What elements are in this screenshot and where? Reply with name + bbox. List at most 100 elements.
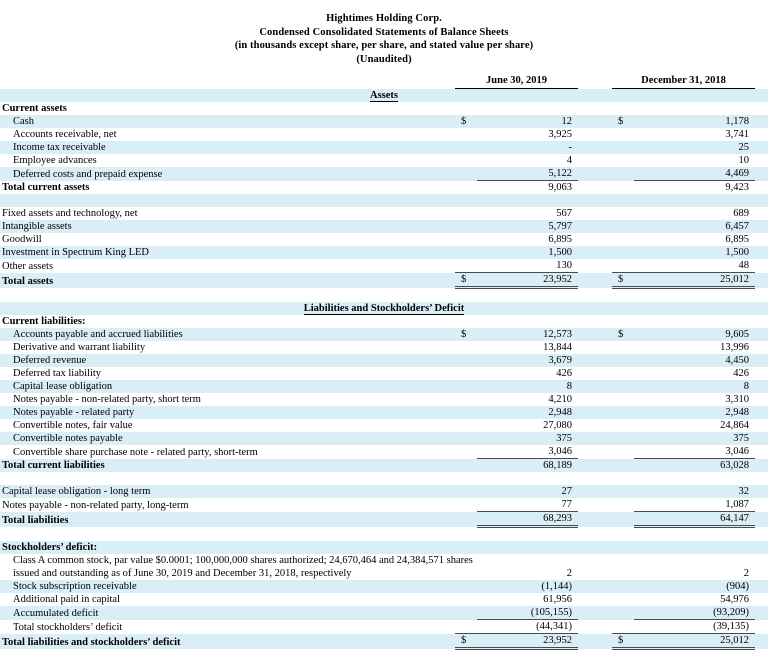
row-label: Stock subscription receivable [0,580,455,593]
table-row: Notes payable - related party 2,948 2,94… [0,406,768,419]
row-value-period-1: 27,080 [543,420,572,431]
table-row: Deferred tax liability 426 426 [0,367,768,380]
row-value-period-2: 32 [634,485,755,498]
total-current-liabilities-row: Total current liabilities 68,189 63,028 [0,458,768,472]
row-value-period-2: 3,310 [725,394,749,405]
row-label: Convertible share purchase note - relate… [13,446,258,458]
row-value-period-1: 68,189 [477,458,578,472]
row-value-period-1: 9,063 [548,182,572,193]
row-label: Accumulated deficit [0,606,455,620]
table-row: Fixed assets and technology, net 567 689 [0,207,768,220]
row-value-period-1: 12,573 [477,328,578,341]
row-label: Convertible notes, fair value [13,420,133,431]
row-label: Total current assets [2,182,90,193]
column-header-period-2: December 31, 2018 [612,74,755,89]
row-value-period-2: 4,450 [634,354,755,367]
spacer-row [0,194,768,207]
row-label: Intangible assets [0,220,455,233]
row-value-period-2: 24,864 [720,420,749,431]
row-label: Notes payable - non-related party, short… [13,394,201,405]
row-label: Total current liabilities [0,458,455,472]
row-label: Capital lease obligation [0,380,455,393]
row-value-period-2: 1,087 [634,498,755,512]
row-value-period-2: (904) [634,580,755,593]
row-value-period-1: 23,952 [477,633,578,650]
table-row: Notes payable - non-related party, long-… [0,498,768,512]
row-label: Total assets [0,272,455,288]
row-value-period-2: 25 [634,141,755,154]
row-label: Goodwill [2,234,42,245]
row-value-period-2: (39,135) [634,619,755,634]
currency-symbol: $ [455,272,477,289]
equity-heading-row: Stockholders’ deficit: [0,541,768,554]
row-label: Total liabilities and stockholders’ defi… [0,633,455,649]
row-label: Derivative and warrant liability [13,342,146,353]
row-value-period-1: 6,895 [548,234,572,245]
table-row: Income tax receivable - 25 [0,141,768,154]
row-label: Investment in Spectrum King LED [0,246,455,259]
currency-symbol: $ [612,633,634,650]
row-value-period-2: 1,500 [634,246,755,259]
common-stock-description-line-1: Class A common stock, par value $0.0001;… [13,555,473,566]
row-value-period-2: 4,469 [634,167,755,181]
row-label: Deferred costs and prepaid expense [0,167,455,181]
spacer-row [0,288,768,303]
row-value-period-2: 6,457 [634,220,755,233]
current-liabilities-heading: Current liabilities: [2,316,86,327]
row-label: Other assets [2,260,54,272]
row-value-period-1: 5,122 [477,167,578,181]
row-label: Additional paid in capital [13,594,121,605]
currency-symbol: $ [455,633,477,650]
row-label: Income tax receivable [0,141,455,154]
table-row: Investment in Spectrum King LED 1,500 1,… [0,246,768,259]
row-value-period-2: (93,209) [634,606,755,620]
column-header-period-1: June 30, 2019 [455,74,578,89]
row-label: Cash [0,115,455,128]
row-value-period-2: 64,147 [634,511,755,528]
row-label: Notes payable - related party [0,406,455,419]
row-value-period-2: 689 [733,208,749,219]
row-value-period-1: - [477,141,578,154]
row-value-period-2: 9,605 [634,328,755,341]
row-value-period-1: 375 [477,432,578,445]
table-row: Accounts payable and accrued liabilities… [0,328,768,341]
table-row: Employee advances 4 10 [0,154,768,167]
table-row: Notes payable - non-related party, short… [0,393,768,406]
company-name: Hightimes Holding Corp. [326,13,442,24]
row-value-period-1: (1,144) [477,580,578,593]
row-value-period-1: 13,844 [543,342,572,353]
row-value-period-1: 77 [477,498,578,512]
row-value-period-2: 25,012 [634,633,755,650]
row-label: Accounts payable and accrued liabilities [0,328,455,341]
row-value-period-1: 27 [477,485,578,498]
table-row: Intangible assets 5,797 6,457 [0,220,768,233]
table-row: Deferred revenue 3,679 4,450 [0,354,768,367]
table-row: Capital lease obligation 8 8 [0,380,768,393]
row-value-period-2: 2 [743,568,749,579]
spacer-row [0,527,768,542]
row-value-period-1: 130 [477,259,578,273]
assets-section-heading-row: Assets [0,89,768,102]
table-row: Derivative and warrant liability 13,844 … [0,341,768,354]
balance-sheet-table: June 30, 2019 December 31, 2018 Assets C… [0,74,768,650]
row-label: Notes payable - non-related party, long-… [2,499,189,511]
row-label: Accounts receivable, net [13,129,117,140]
document-title-block: Hightimes Holding Corp. Condensed Consol… [0,0,768,66]
spacer-row [0,472,768,485]
table-row: Deferred costs and prepaid expense 5,122… [0,167,768,181]
row-value-period-2: 54,976 [720,594,749,605]
table-row: Other assets 130 48 [0,259,768,273]
row-value-period-2: 63,028 [634,458,755,472]
row-value-period-1: 5,797 [477,220,578,233]
table-row: Goodwill 6,895 6,895 [0,233,768,246]
liabilities-section-heading-row: Liabilities and Stockholders’ Deficit [0,302,768,315]
row-value-period-2: 3,046 [634,445,755,459]
common-stock-description-row-1: Class A common stock, par value $0.0001;… [0,554,768,567]
table-row: Cash $ 12 $ 1,178 [0,115,768,128]
table-row: Stock subscription receivable (1,144) (9… [0,580,768,593]
row-label: Convertible notes payable [0,432,455,445]
row-value-period-1: 3,925 [548,129,572,140]
row-value-period-1: 3,679 [477,354,578,367]
currency-symbol: $ [612,272,634,289]
table-row: Additional paid in capital 61,956 54,976 [0,593,768,606]
